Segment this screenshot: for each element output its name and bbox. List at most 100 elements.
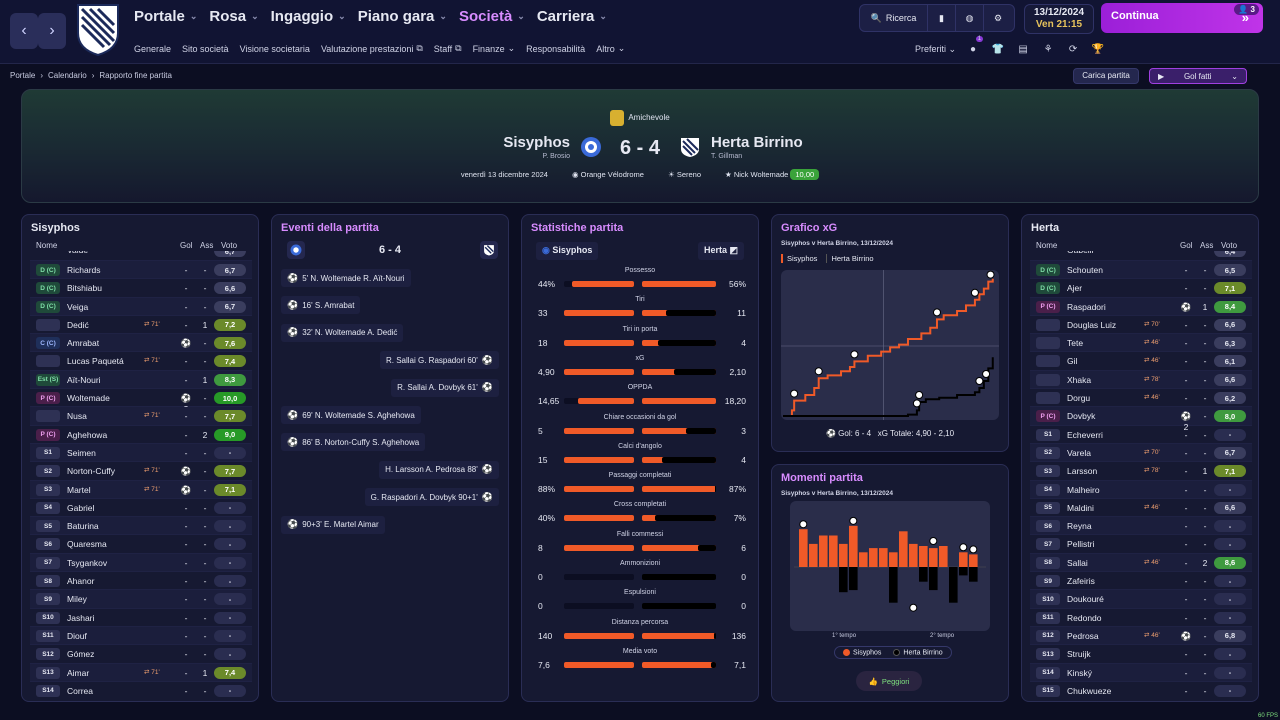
player-row[interactable]: S7 Tsygankov - - - xyxy=(30,553,252,573)
player-row[interactable]: S13 Aimar ⇄ 71' - 1 7,4 xyxy=(30,663,252,682)
player-row[interactable]: S13 Struijk - - - xyxy=(1030,645,1252,664)
player-row[interactable]: S10 Jashari - - - xyxy=(30,609,252,627)
event-row[interactable]: R. Sallai G. Raspadori 60' ⚽ xyxy=(379,351,499,370)
clipboard-icon[interactable]: ▤ xyxy=(1018,43,1028,55)
player-row[interactable]: P (C) Raspadori ⚽ 1 8,4 xyxy=(1030,297,1252,316)
event-row[interactable]: ⚽ 69' N. Woltemade S. Aghehowa xyxy=(281,406,421,424)
player-row[interactable]: Tete ⇄ 46' - -6,3 xyxy=(1030,334,1252,353)
home-player-list[interactable]: Valde6,7D (C)Richards--6,7D (C)Bitshiabu… xyxy=(30,251,252,697)
player-row[interactable]: S14 Kinský - - - xyxy=(1030,663,1252,682)
player-row[interactable]: Xhaka ⇄ 78' - -6,6 xyxy=(1030,370,1252,390)
event-row[interactable]: ⚽ 5' N. Woltemade R. Aït-Nouri xyxy=(281,269,411,287)
col-goals[interactable]: Gol xyxy=(1180,241,1193,250)
nav-ingaggio[interactable]: Ingaggio ⌄ xyxy=(271,8,346,25)
event-row[interactable]: ⚽ 32' N. Woltemade A. Dedić xyxy=(281,323,404,342)
col-goals[interactable]: Gol xyxy=(180,241,193,250)
player-row[interactable]: S8 Ahanor - - - xyxy=(30,572,252,591)
player-row[interactable]: D (C) Schouten - -6,5 xyxy=(1030,261,1252,280)
player-row[interactable]: S1 Seimen - - - xyxy=(30,443,252,463)
player-row[interactable]: S1 Echeverri - - - xyxy=(1030,426,1252,444)
col-assists[interactable]: Ass xyxy=(200,241,214,250)
player-row[interactable]: S10 Doukouré - - - xyxy=(1030,590,1252,609)
player-row[interactable]: S4 Malheiro - - - xyxy=(1030,480,1252,499)
player-row[interactable]: Dedić ⇄ 71' - 1 7,2 xyxy=(30,316,252,335)
subnav-item[interactable]: Valutazione prestazioni ⧉ xyxy=(321,43,423,54)
event-row[interactable]: H. Larsson A. Pedrosa 88' ⚽ xyxy=(379,460,499,479)
home-team[interactable]: Sisyphos P. Brosio xyxy=(503,134,570,160)
bookmark-button[interactable]: ▮ xyxy=(928,5,956,31)
player-row[interactable]: S7 Pellistri - - - xyxy=(1030,535,1252,554)
player-row[interactable]: P (C)Woltemade⚽3-10,0 xyxy=(30,389,252,414)
col-name[interactable]: Nome xyxy=(36,241,58,250)
col-name[interactable]: Nome xyxy=(1036,241,1058,250)
player-row[interactable]: D (C) Ajer - -7,1 xyxy=(1030,279,1252,298)
nav-rosa[interactable]: Rosa ⌄ xyxy=(209,8,258,25)
nav-carriera[interactable]: Carriera ⌄ xyxy=(537,8,607,25)
event-row[interactable]: R. Sallai A. Dovbyk 61' ⚽ xyxy=(391,378,499,397)
settings-button[interactable]: ⚙ xyxy=(984,5,1012,31)
player-row[interactable]: Est (S) Aït-Nouri - 1 8,3 xyxy=(30,370,252,390)
date-time-box[interactable]: 13/12/2024 Ven 21:15 xyxy=(1024,4,1094,34)
player-row[interactable]: Nusa ⇄ 71' - -7,7 xyxy=(30,407,252,426)
man-of-the-match[interactable]: ★ Nick Woltemade 10,00 xyxy=(725,169,820,180)
load-match-button[interactable]: Carica partita xyxy=(1073,68,1139,84)
subnav-item[interactable]: Generale xyxy=(134,43,171,54)
player-row[interactable]: S3 Larsson ⇄ 78' - 1 7,1 xyxy=(1030,462,1252,481)
globe-button[interactable]: ◍ xyxy=(956,5,984,31)
player-row[interactable]: S6 Reyna - - - xyxy=(1030,517,1252,536)
breadcrumb-item[interactable]: Calendario xyxy=(48,71,87,80)
worst-moments-button[interactable]: 👍 Peggiori xyxy=(856,671,922,691)
nav-portale[interactable]: Portale ⌄ xyxy=(134,8,197,25)
shirt-icon[interactable]: 👕 xyxy=(991,43,1005,55)
player-row[interactable]: C (C) Amrabat ⚽ -7,6 xyxy=(30,334,252,353)
player-row[interactable]: S5 Baturina - - - xyxy=(30,517,252,536)
player-row[interactable]: S8 Sallai ⇄ 46' - 2 8,6 xyxy=(1030,553,1252,573)
club-logo[interactable] xyxy=(76,3,120,57)
player-row[interactable]: S11 Redondo - - - xyxy=(1030,609,1252,627)
player-row[interactable]: Lucas Paquetá ⇄ 71' - -7,4 xyxy=(30,352,252,371)
player-row[interactable]: P (C) Dovbyk ⚽2-8,0 xyxy=(1030,407,1252,432)
continue-button[interactable]: Continua 👤 3 » xyxy=(1101,3,1263,33)
player-row[interactable]: S4 Gabriel - - - xyxy=(30,499,252,518)
search-button[interactable]: 🔍 Ricerca xyxy=(860,5,928,31)
subnav-item[interactable]: Responsabilità xyxy=(526,43,585,54)
people-icon[interactable]: ● 1 xyxy=(970,36,984,55)
player-row[interactable]: D (C) Bitshiabu - -6,6 xyxy=(30,279,252,298)
event-row[interactable]: ⚽ 90+3' E. Martel Aimar xyxy=(281,515,385,534)
nav-piano-gara[interactable]: Piano gara ⌄ xyxy=(358,8,447,25)
training-icon[interactable]: ⚘ xyxy=(1043,43,1053,55)
preferiti-dropdown[interactable]: Preferiti ⌄ xyxy=(915,44,956,55)
player-row-partial[interactable]: Gabelli 6,4 xyxy=(1030,251,1252,261)
col-assists[interactable]: Ass xyxy=(1200,241,1214,250)
player-row[interactable]: S14 Correa - - - xyxy=(30,682,252,697)
refresh-icon[interactable]: ⟳ xyxy=(1068,43,1078,55)
player-row[interactable]: S9 Miley - - - xyxy=(30,590,252,609)
goals-scored-dropdown[interactable]: ▶ Gol fatti ⌄ xyxy=(1149,68,1247,84)
away-player-list[interactable]: Gabelli6,4D (C)Schouten--6,5D (C)Ajer--7… xyxy=(1030,251,1252,697)
subnav-item[interactable]: Sito società xyxy=(182,43,229,54)
event-row[interactable]: ⚽ 16' S. Amrabat xyxy=(281,296,361,315)
player-row[interactable]: S11 Diouf - - - xyxy=(30,626,252,646)
subnav-item[interactable]: Staff ⧉ xyxy=(434,43,462,54)
subnav-item[interactable]: Visione societaria xyxy=(240,43,310,54)
back-button[interactable]: ‹ xyxy=(10,13,38,49)
player-row[interactable]: S6 Quaresma - - - xyxy=(30,535,252,554)
player-row[interactable]: Dorgu ⇄ 46' - -6,2 xyxy=(1030,389,1252,408)
player-row[interactable]: Douglas Luiz ⇄ 70' - -6,6 xyxy=(1030,316,1252,335)
player-row[interactable]: S12 Gómez - - - xyxy=(30,645,252,664)
player-row[interactable]: S9 Zafeiris - - - xyxy=(1030,572,1252,591)
player-row[interactable]: P (C) Aghehowa - 2 9,0 xyxy=(30,426,252,444)
player-row[interactable]: S2 Varela ⇄ 70' - -6,7 xyxy=(1030,443,1252,463)
event-row[interactable]: G. Raspadori A. Dovbyk 90+1' ⚽ xyxy=(364,488,499,507)
player-row[interactable]: S3 Martel ⇄ 71' ⚽ -7,1 xyxy=(30,480,252,499)
player-row[interactable]: D (C) Veiga - -6,7 xyxy=(30,297,252,316)
forward-button[interactable]: › xyxy=(38,13,66,49)
player-row[interactable]: S15 Chukwueze - - - xyxy=(1030,682,1252,697)
away-team[interactable]: Herta Birrino T. Gillman xyxy=(711,134,803,160)
subnav-item[interactable]: Altro ⌄ xyxy=(596,43,625,54)
nav-società[interactable]: Società ⌄ xyxy=(459,8,525,25)
player-row[interactable]: Gil ⇄ 46' - -6,1 xyxy=(1030,352,1252,371)
subnav-item[interactable]: Finanze ⌄ xyxy=(473,43,516,54)
trophy-icon[interactable]: 🏆 xyxy=(1091,43,1105,55)
player-row[interactable]: S12 Pedrosa ⇄ 46' ⚽ -6,8 xyxy=(1030,626,1252,646)
